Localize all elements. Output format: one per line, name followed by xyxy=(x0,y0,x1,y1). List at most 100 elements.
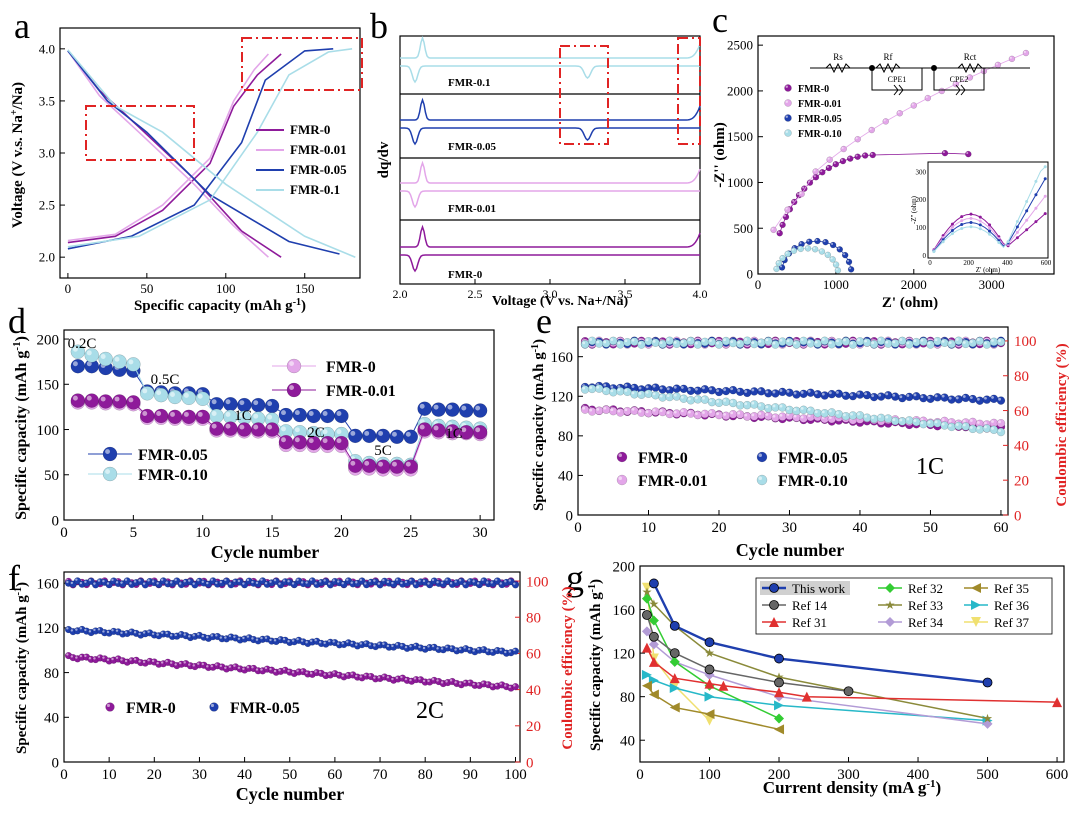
highlight xyxy=(79,627,83,630)
x-tick-label: 30 xyxy=(192,767,207,783)
efficiency-point xyxy=(947,339,956,349)
highlight xyxy=(281,437,286,443)
data-point-fmr-0.10 xyxy=(804,245,812,252)
data-point: ★ xyxy=(649,597,660,611)
highlight xyxy=(422,579,426,583)
highlight xyxy=(828,416,832,420)
highlight xyxy=(124,659,128,663)
highlight xyxy=(224,636,227,639)
data-point xyxy=(445,402,460,417)
capacity-point xyxy=(968,394,978,404)
highlight xyxy=(920,338,924,342)
highlight xyxy=(431,678,435,681)
highlight xyxy=(631,391,635,395)
highlight xyxy=(897,111,900,114)
highlight xyxy=(765,413,769,416)
highlight xyxy=(927,396,931,399)
series-line-charge xyxy=(67,53,282,244)
capacity-point xyxy=(841,391,851,401)
highlight xyxy=(142,582,146,585)
capacity-point xyxy=(792,390,801,399)
inset-point xyxy=(988,232,992,236)
highlight xyxy=(364,582,367,585)
highlight xyxy=(156,411,162,416)
data-point-fmr-0.10 xyxy=(790,247,798,255)
highlight xyxy=(294,427,300,433)
series-line-charge xyxy=(67,53,269,242)
highlight xyxy=(730,411,734,415)
inset-point xyxy=(978,219,982,223)
x-tick-label: 3.5 xyxy=(618,287,633,301)
highlight xyxy=(777,231,780,234)
highlight xyxy=(346,673,349,676)
capacity-point xyxy=(594,406,604,416)
data-point-fmr-0.05 xyxy=(847,266,855,273)
highlight xyxy=(673,393,677,397)
highlight xyxy=(830,242,834,246)
highlight xyxy=(115,629,119,632)
highlight xyxy=(156,582,159,585)
highlight xyxy=(228,634,232,638)
data-point-fmr-0.01 xyxy=(1022,49,1030,57)
highlight xyxy=(253,424,259,430)
data-point xyxy=(139,386,155,401)
highlight xyxy=(461,427,467,433)
highlight xyxy=(269,638,272,642)
highlight xyxy=(124,578,128,581)
inset-point xyxy=(950,222,954,226)
highlight xyxy=(814,391,818,395)
highlight xyxy=(785,100,789,103)
highlight xyxy=(920,395,924,399)
capacity-point xyxy=(785,405,794,415)
highlight xyxy=(105,469,111,474)
legend-label: Ref 35 xyxy=(994,581,1029,596)
highlight xyxy=(386,580,390,584)
x-tick-label: 5 xyxy=(130,525,138,541)
highlight xyxy=(323,673,326,676)
inset-tick: 300 xyxy=(916,168,927,176)
x-tick-label: 20 xyxy=(334,525,349,541)
highlight xyxy=(287,669,290,673)
highlight xyxy=(86,361,92,367)
highlight xyxy=(382,578,385,582)
highlight xyxy=(969,340,973,343)
highlight xyxy=(645,385,649,389)
highlight xyxy=(114,396,120,402)
legend-marker xyxy=(756,474,768,486)
highlight xyxy=(251,666,254,669)
highlight xyxy=(814,410,818,414)
data-point-fmr-0.01 xyxy=(812,168,819,175)
x-tick-label: 50 xyxy=(140,281,153,296)
legend-label: FMR-0 xyxy=(638,450,688,467)
data-point-fmr-0 xyxy=(776,229,783,237)
highlight xyxy=(807,389,811,393)
efficiency-point xyxy=(742,336,752,346)
highlight xyxy=(278,668,281,672)
capacity-point xyxy=(827,408,837,417)
highlight xyxy=(332,640,335,643)
highlight xyxy=(793,341,797,345)
data-point xyxy=(431,423,446,438)
highlight xyxy=(346,578,349,581)
capacity-point xyxy=(749,412,759,421)
highlight xyxy=(332,579,335,582)
highlight xyxy=(239,424,245,430)
highlight xyxy=(680,395,684,399)
highlight xyxy=(941,418,945,421)
efficiency-point xyxy=(608,336,618,346)
highlight xyxy=(582,406,586,410)
legend-label: FMR-0.10 xyxy=(798,129,842,140)
highlight xyxy=(327,672,331,675)
highlight xyxy=(828,341,832,345)
highlight xyxy=(666,411,670,414)
highlight xyxy=(476,647,480,651)
highlight xyxy=(102,579,105,583)
highlight xyxy=(934,338,938,342)
highlight xyxy=(445,645,448,648)
highlight xyxy=(378,430,384,436)
highlight xyxy=(251,637,254,640)
inset-point xyxy=(978,227,982,231)
data-point-fmr-0.05 xyxy=(806,238,813,245)
highlight xyxy=(183,392,189,398)
y-tick-label: 500 xyxy=(734,221,754,236)
